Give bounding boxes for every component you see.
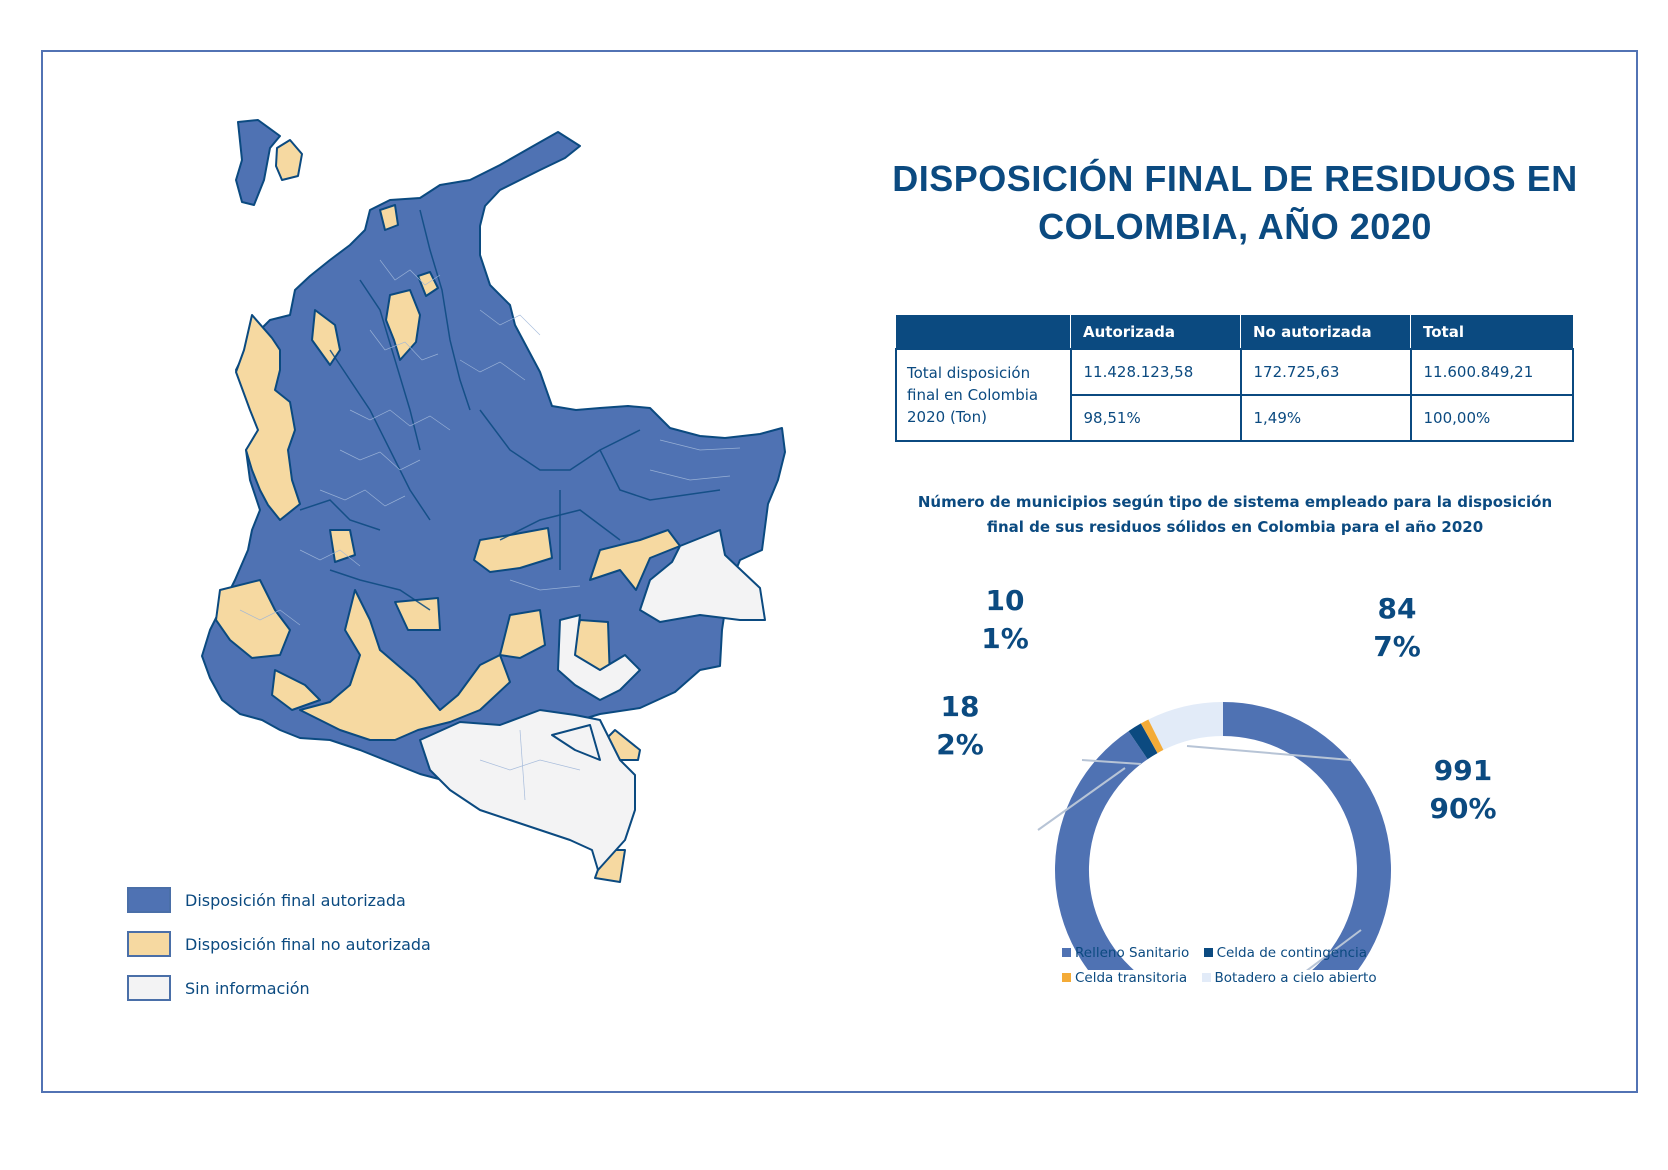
- donut-slice-botadero: [1148, 702, 1223, 750]
- label-relleno-value: 991: [1433, 754, 1493, 787]
- region-vaupes-gray: [557, 614, 641, 701]
- region-vaupes-1: [499, 609, 546, 659]
- chart-legend-label: Celda de contingencia: [1216, 944, 1368, 961]
- region-choco: [235, 314, 301, 521]
- table-row: Total disposición final en Colombia 2020…: [895, 348, 1574, 442]
- table-header-no-autorizada: No autorizada: [1240, 315, 1411, 350]
- region-caqueta-1: [394, 597, 441, 631]
- region-north-1: [379, 204, 399, 231]
- chart-legend-item-contingencia: Celda de contingencia: [1203, 940, 1368, 965]
- region-huila-1: [329, 529, 356, 563]
- chart-legend: Relleno Sanitario Celda de contingencia …: [1062, 940, 1422, 990]
- legend-swatch-autorizada: [127, 887, 171, 913]
- region-north-2: [417, 271, 439, 297]
- leader-line-botadero: [1186, 745, 1352, 761]
- label-contingencia-pct: 2%: [936, 728, 984, 761]
- chart-subtitle-line-1: Número de municipios según tipo de siste…: [917, 493, 1553, 511]
- legend-label-sin-informacion: Sin información: [185, 978, 310, 998]
- label-botadero: 84 7%: [1362, 590, 1432, 666]
- region-pacific-south: [215, 579, 291, 659]
- table-row-header: Total disposición final en Colombia 2020…: [895, 348, 1072, 442]
- chart-legend-label: Botadero a cielo abierto: [1214, 969, 1377, 986]
- region-bolivar-south: [385, 289, 421, 361]
- label-botadero-value: 84: [1377, 592, 1417, 625]
- cell-no-autorizada-pct: 1,49%: [1239, 394, 1412, 442]
- table-header-autorizada: Autorizada: [1070, 315, 1241, 350]
- region-narino: [271, 669, 321, 711]
- chart-subtitle: Número de municipios según tipo de siste…: [870, 490, 1600, 540]
- label-contingencia-value: 18: [940, 690, 980, 723]
- providencia-island: [275, 139, 303, 181]
- donut-slice-transitoria: [1140, 719, 1164, 754]
- cell-autorizada-pct: 98,51%: [1069, 394, 1242, 442]
- map-legend-item-sin-informacion: Sin información: [127, 966, 431, 1010]
- region-amazonas: [419, 709, 636, 871]
- cell-total-ton: 11.600.849,21: [1409, 348, 1574, 396]
- legend-square-icon: [1062, 948, 1071, 957]
- label-relleno: 991 90%: [1418, 752, 1508, 828]
- region-east-band: [589, 529, 681, 591]
- cell-autorizada-ton: 11.428.123,58: [1069, 348, 1242, 396]
- map-legend-item-autorizada: Disposición final autorizada: [127, 878, 431, 922]
- legend-label-no-autorizada: Disposición final no autorizada: [185, 934, 431, 954]
- legend-swatch-sin-informacion: [127, 975, 171, 1001]
- san-andres-island: [235, 119, 281, 206]
- legend-square-icon: [1203, 948, 1213, 957]
- chart-legend-item-transitoria: Celda transitoria: [1062, 965, 1187, 990]
- label-transitoria: 10 1%: [975, 582, 1035, 658]
- chart-subtitle-line-2: final de sus residuos sólidos en Colombi…: [986, 518, 1484, 536]
- leader-line-contingencia: [1037, 767, 1126, 831]
- table-header-total: Total: [1410, 315, 1574, 350]
- donut-slice-contingencia: [1128, 723, 1158, 760]
- chart-legend-label: Relleno Sanitario: [1075, 944, 1190, 961]
- chart-legend-item-botadero: Botadero a cielo abierto: [1201, 965, 1377, 990]
- cell-total-pct: 100,00%: [1409, 394, 1574, 442]
- cell-no-autorizada-ton: 172.725,63: [1239, 348, 1412, 396]
- label-botadero-pct: 7%: [1373, 630, 1421, 663]
- label-contingencia: 18 2%: [925, 688, 995, 764]
- legend-square-icon: [1201, 973, 1211, 982]
- chart-legend-label: Celda transitoria: [1075, 969, 1188, 986]
- leader-line-transitoria: [1081, 759, 1142, 765]
- legend-swatch-no-autorizada: [127, 931, 171, 957]
- colombia-map: [201, 119, 786, 883]
- label-transitoria-pct: 1%: [981, 622, 1029, 655]
- donut-chart: [1037, 702, 1391, 970]
- chart-legend-item-relleno: Relleno Sanitario: [1062, 940, 1189, 965]
- table-header-row: Autorizada No autorizada Total: [896, 315, 1574, 350]
- region-guainia: [639, 529, 766, 623]
- table-header-empty: [896, 315, 1071, 350]
- region-amazonas-ext: [551, 724, 601, 761]
- label-transitoria-value: 10: [985, 584, 1025, 617]
- table-row: 98,51% 1,49% 100,00%: [896, 394, 1574, 442]
- title-line-1: DISPOSICIÓN FINAL DE RESIDUOS EN: [892, 158, 1578, 199]
- region-meta-band: [473, 527, 553, 573]
- leader-line-relleno: [1306, 929, 1362, 970]
- page-frame: [41, 50, 1638, 1093]
- title-line-2: COLOMBIA, AÑO 2020: [1038, 206, 1432, 247]
- page-title: DISPOSICIÓN FINAL DE RESIDUOS EN COLOMBI…: [870, 155, 1600, 251]
- legend-label-autorizada: Disposición final autorizada: [185, 890, 406, 910]
- map-legend: Disposición final autorizada Disposición…: [127, 878, 431, 1010]
- map-legend-item-no-autorizada: Disposición final no autorizada: [127, 922, 431, 966]
- disposal-table: Autorizada No autorizada Total Total dis…: [895, 315, 1574, 442]
- region-caqueta-2: [299, 589, 511, 741]
- label-relleno-pct: 90%: [1429, 792, 1497, 825]
- donut-slice-relleno: [1055, 702, 1391, 970]
- legend-square-icon: [1062, 973, 1071, 982]
